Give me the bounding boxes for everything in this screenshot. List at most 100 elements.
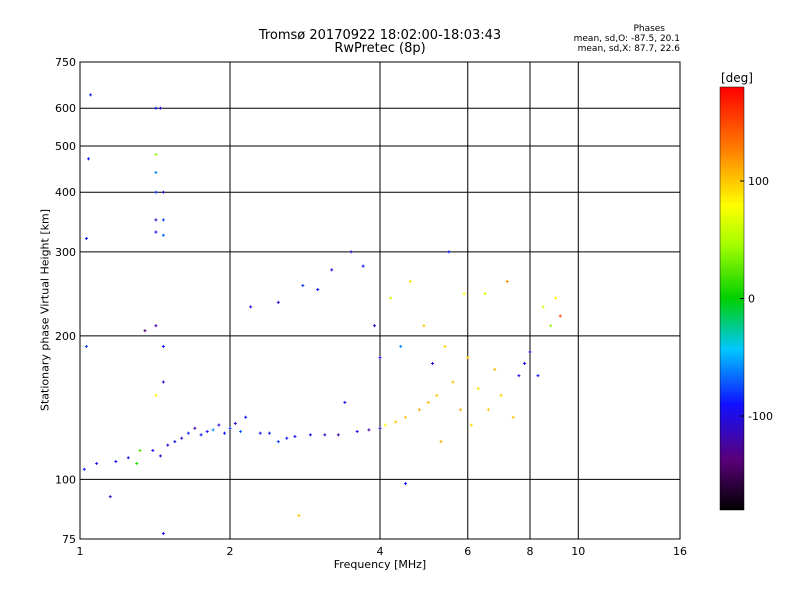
scatter-point bbox=[499, 393, 503, 397]
y-tick-label: 75 bbox=[62, 533, 76, 546]
scatter-point bbox=[378, 426, 382, 430]
scatter-point bbox=[447, 250, 451, 254]
scatter-point bbox=[193, 426, 197, 430]
scatter-point bbox=[249, 305, 253, 309]
scatter-point bbox=[161, 532, 165, 536]
scatter-point bbox=[403, 415, 407, 419]
phases-x-mode-stats: mean, sd,X: 87.7, 22.6 bbox=[577, 44, 680, 54]
scatter-point bbox=[336, 433, 340, 437]
scatter-point bbox=[528, 350, 532, 354]
scatter-point bbox=[293, 435, 297, 439]
scatter-point bbox=[517, 374, 521, 378]
scatter-point bbox=[523, 361, 527, 365]
scatter-point bbox=[435, 393, 439, 397]
scatter-point bbox=[151, 448, 155, 452]
scatter-point bbox=[228, 426, 232, 430]
scatter-point bbox=[154, 152, 158, 156]
scatter-point bbox=[233, 421, 237, 425]
scatter-point bbox=[549, 324, 553, 328]
y-tick-label: 100 bbox=[55, 473, 76, 486]
scatter-point bbox=[443, 344, 447, 348]
x-tick-label: 10 bbox=[571, 545, 585, 558]
x-tick-label: 2 bbox=[227, 545, 234, 558]
scatter-point bbox=[308, 433, 312, 437]
scatter-point bbox=[431, 361, 435, 365]
scatter-point bbox=[154, 190, 158, 194]
scatter-point bbox=[239, 430, 243, 434]
scatter-point bbox=[505, 279, 509, 283]
scatter-point bbox=[166, 443, 170, 447]
x-axis-label: Frequency [MHz] bbox=[333, 558, 427, 571]
x-tick-label: 8 bbox=[527, 545, 534, 558]
scatter-point bbox=[383, 423, 387, 427]
scatter-point bbox=[541, 305, 545, 309]
scatter-point bbox=[217, 423, 221, 427]
scatter-point bbox=[389, 296, 393, 300]
scatter-point bbox=[84, 236, 88, 240]
scatter-point bbox=[158, 106, 162, 110]
scatter-point bbox=[211, 428, 215, 432]
scatter-point bbox=[126, 456, 130, 460]
scatter-point bbox=[89, 93, 93, 97]
scatter-point bbox=[466, 356, 470, 360]
scatter-point bbox=[451, 380, 455, 384]
scatter-point bbox=[161, 344, 165, 348]
scatter-point bbox=[114, 460, 118, 464]
colorbar-tick-label: -100 bbox=[748, 410, 773, 423]
scatter-point bbox=[158, 454, 162, 458]
scatter-point bbox=[138, 448, 142, 452]
scatter-point bbox=[186, 431, 190, 435]
chart-subtitle: RwPretec (8p) bbox=[334, 41, 426, 56]
scatter-point bbox=[373, 324, 377, 328]
scatter-point bbox=[330, 268, 334, 272]
scatter-point bbox=[135, 461, 139, 465]
colorbar-ticks: -100 0 100 bbox=[740, 175, 773, 423]
chart-title: Tromsø 20170922 18:02:00-18:03:43 bbox=[258, 28, 502, 43]
scatter-point bbox=[408, 279, 412, 283]
scatter-point bbox=[244, 415, 248, 419]
scatter-point bbox=[458, 408, 462, 412]
x-tick-label: 1 bbox=[77, 545, 84, 558]
scatter-point bbox=[84, 344, 88, 348]
scatter-point bbox=[439, 440, 443, 444]
scatter-point bbox=[154, 106, 158, 110]
data-points bbox=[82, 93, 562, 536]
scatter-point bbox=[223, 431, 227, 435]
scatter-point bbox=[95, 461, 99, 465]
scatter-point bbox=[343, 400, 347, 404]
scatter-point bbox=[378, 356, 382, 360]
scatter-point bbox=[154, 218, 158, 222]
scatter-point bbox=[323, 433, 327, 437]
y-tick-label: 750 bbox=[55, 56, 76, 69]
scatter-point bbox=[143, 329, 147, 333]
plot-frame bbox=[79, 61, 681, 540]
phases-heading: Phases bbox=[633, 24, 665, 34]
scatter-point bbox=[173, 440, 177, 444]
colorbar-label: [deg] bbox=[721, 71, 753, 85]
scatter-point bbox=[483, 292, 487, 296]
scatter-point bbox=[493, 367, 497, 371]
scatter-point bbox=[476, 387, 480, 391]
scatter-point bbox=[161, 218, 165, 222]
scatter-point bbox=[205, 430, 209, 434]
phases-o-mode-stats: mean, sd,O: -87.5, 20.1 bbox=[573, 34, 680, 44]
scatter-point bbox=[258, 431, 262, 435]
scatter-point bbox=[403, 482, 407, 486]
scatter-point bbox=[553, 296, 557, 300]
x-tick-label: 4 bbox=[377, 545, 384, 558]
y-tick-label: 600 bbox=[55, 102, 76, 115]
scatter-point bbox=[82, 467, 86, 471]
scatter-point bbox=[154, 170, 158, 174]
scatter-point bbox=[426, 400, 430, 404]
scatter-point bbox=[267, 431, 271, 435]
scatter-point bbox=[199, 433, 203, 437]
scatter-point bbox=[399, 344, 403, 348]
scatter-point bbox=[297, 514, 301, 518]
scatter-point bbox=[367, 428, 371, 432]
scatter-point bbox=[301, 283, 305, 287]
scatter-point bbox=[361, 264, 365, 268]
scatter-point bbox=[108, 495, 112, 499]
scatter-point bbox=[469, 423, 473, 427]
y-tick-label: 400 bbox=[55, 186, 76, 199]
